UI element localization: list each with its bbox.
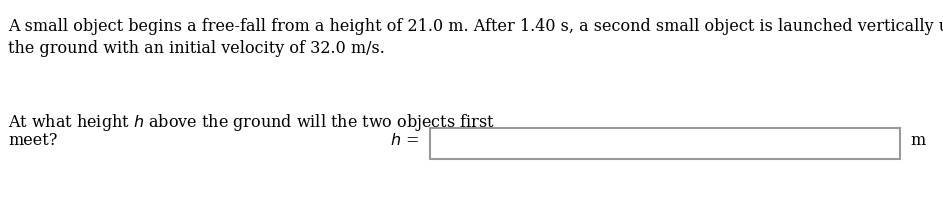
Text: $h$ =: $h$ =: [390, 132, 419, 149]
Bar: [430, 128, 900, 159]
Text: A small object begins a free-fall from a height of 21.0 m. After 1.40 s, a secon: A small object begins a free-fall from a…: [8, 18, 943, 35]
Text: At what height $h$ above the ground will the two objects first: At what height $h$ above the ground will…: [8, 112, 495, 133]
Text: meet?: meet?: [8, 132, 58, 149]
Text: m: m: [910, 132, 925, 149]
Text: the ground with an initial velocity of 32.0 m/s.: the ground with an initial velocity of 3…: [8, 40, 385, 57]
